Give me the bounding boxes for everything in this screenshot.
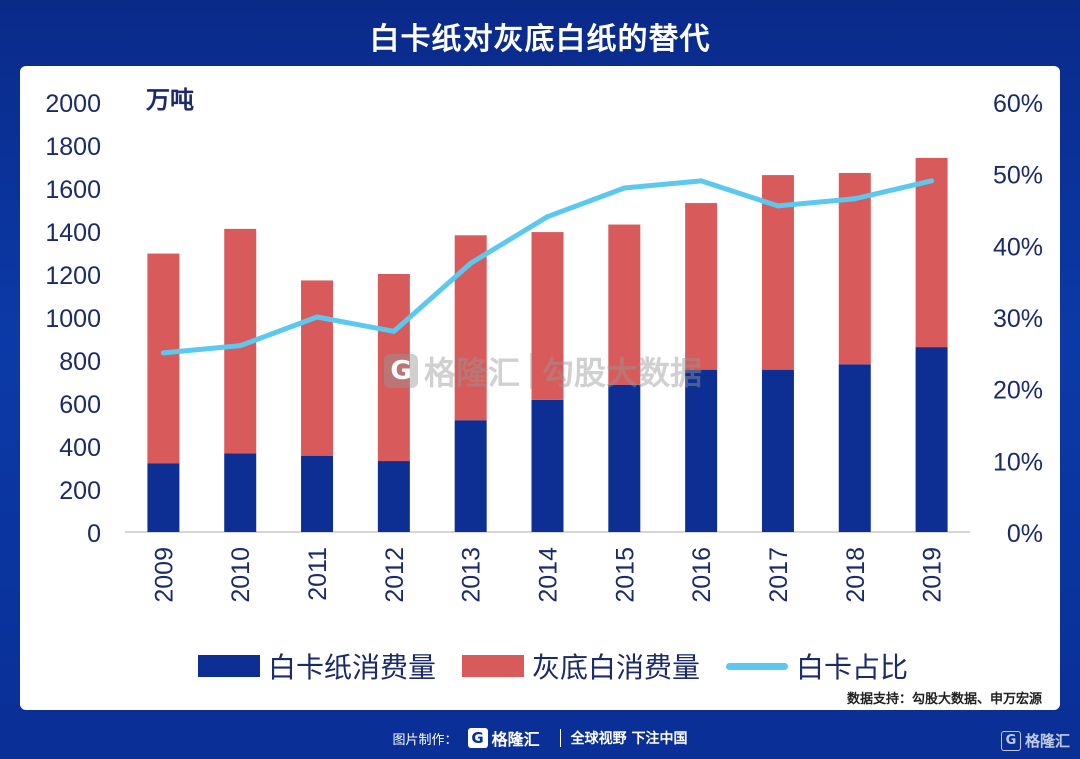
bar-gray-white [531, 232, 564, 400]
footer-made-by: 图片制作： [392, 732, 458, 748]
y2-tick-label: 10% [993, 448, 1043, 476]
point-ratio [545, 214, 550, 220]
point-ratio [852, 196, 858, 202]
watermark-logo-icon: G [384, 354, 418, 388]
point-ratio [698, 178, 704, 184]
x-tick-label: 2015 [611, 547, 639, 603]
x-tick-label: 2017 [765, 547, 793, 603]
bar-white-card [224, 453, 257, 532]
y-tick-label: 2000 [45, 90, 101, 118]
x-tick-label: 2009 [150, 547, 178, 603]
bar-gray-white [377, 274, 410, 462]
y-tick-label: 0 [87, 520, 101, 548]
y-tick-label: 400 [59, 434, 101, 462]
legend-label-ratio: 白卡占比 [796, 651, 909, 684]
x-tick-label: 2019 [919, 547, 947, 603]
point-ratio [160, 350, 166, 356]
y2-tick-label: 60% [993, 90, 1043, 118]
bar-white-card [147, 463, 180, 532]
bar-white-card [685, 369, 718, 532]
bar-white-card [761, 369, 794, 532]
x-tick-label: 2011 [304, 547, 332, 601]
y-tick-label: 200 [59, 477, 101, 505]
x-tick-label: 2012 [381, 547, 409, 603]
y2-tick-label: 40% [993, 233, 1043, 261]
corner-brand-name: 格隆汇 [1024, 732, 1070, 750]
point-ratio [621, 185, 627, 191]
x-tick-label: 2010 [227, 547, 255, 603]
legend-label-white-card: 白卡纸消费量 [268, 651, 437, 684]
bar-white-card [915, 347, 948, 532]
bar-gray-white [915, 157, 948, 348]
bar-white-card [531, 399, 564, 532]
bar-white-card [454, 420, 487, 532]
legend-item-white-card: 白卡纸消费量 [198, 646, 436, 686]
point-ratio [237, 343, 243, 349]
legend-label-gray-white: 灰底白消费量 [532, 651, 701, 684]
y-tick-label: 1800 [45, 133, 101, 161]
x-tick-label: 2016 [688, 547, 716, 603]
bar-gray-white [147, 253, 180, 464]
footer-bar: 图片制作： G 格隆汇 全球视野 下注中国 [0, 724, 1080, 752]
legend-item-ratio: 白卡占比 [726, 646, 908, 686]
legend-swatch-ratio [726, 662, 789, 670]
left-axis-unit: 万吨 [146, 86, 194, 114]
y2-tick-label: 20% [993, 377, 1043, 405]
corner-logo-icon: G [1000, 730, 1021, 751]
x-tick-label: 2018 [842, 547, 870, 603]
x-tick-label: 2013 [458, 547, 486, 603]
footer-brand-logo: G 格隆汇 [467, 726, 540, 750]
y-tick-label: 1400 [45, 219, 101, 247]
legend-swatch-gray-white [462, 655, 525, 677]
bar-gray-white [838, 172, 871, 365]
watermark-brand: 格隆汇 [424, 354, 521, 392]
legend-swatch-white-card [198, 655, 260, 677]
y-tick-label: 800 [59, 348, 101, 376]
x-tick-label: 2014 [535, 547, 563, 603]
point-ratio [929, 178, 935, 184]
chart-legend: 白卡纸消费量 灰底白消费量 白卡占比 [198, 646, 934, 686]
bar-gray-white [301, 280, 334, 456]
y2-tick-label: 30% [993, 305, 1043, 333]
watermark-divider [530, 353, 533, 389]
y2-tick-label: 50% [993, 162, 1043, 190]
legend-item-gray-white: 灰底白消费量 [462, 646, 700, 686]
point-ratio [314, 314, 320, 320]
bar-gray-white [608, 224, 641, 385]
footer-divider [559, 729, 561, 747]
bar-white-card [377, 461, 410, 532]
point-ratio [775, 203, 781, 209]
bar-white-card [838, 364, 871, 532]
y-tick-label: 1200 [45, 262, 101, 290]
footer-slogan: 全球视野 下注中国 [570, 731, 688, 747]
y-tick-label: 1600 [45, 176, 101, 204]
watermark: G 格隆汇 勾股大数据 [384, 348, 702, 394]
data-source-note: 数据支持：勾股大数据、申万宏源 [846, 692, 1042, 707]
corner-brand-logo: G 格隆汇 [1000, 730, 1070, 751]
y2-tick-label: 0% [1007, 520, 1043, 548]
brand-logo-icon: G [467, 728, 488, 748]
bar-white-card [608, 384, 641, 532]
watermark-text: 勾股大数据 [542, 354, 703, 392]
footer-brand-name: 格隆汇 [491, 730, 540, 749]
point-ratio [468, 260, 474, 266]
bar-white-card [301, 455, 334, 532]
point-ratio [391, 328, 397, 334]
y-tick-label: 600 [59, 391, 101, 419]
chart-title: 白卡纸对灰底白纸的替代 [369, 22, 711, 57]
bar-gray-white [685, 203, 718, 370]
y-tick-label: 1000 [45, 305, 101, 333]
